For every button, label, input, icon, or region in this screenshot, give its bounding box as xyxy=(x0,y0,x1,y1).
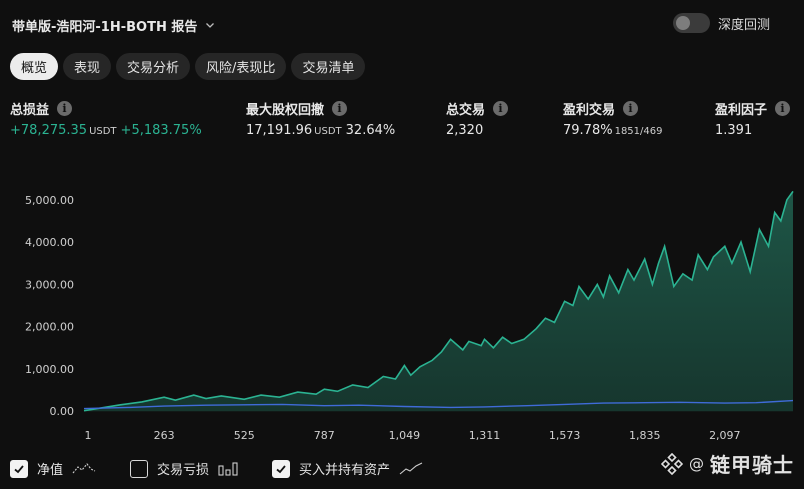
bar-chart-icon xyxy=(218,461,238,476)
metric-max-drawdown: 最大股权回撤 i 17,191.96 USDT 32.64% xyxy=(246,99,395,138)
check-icon xyxy=(276,464,286,473)
x-tick-label: 2,097 xyxy=(709,429,741,442)
deep-backtest-label: 深度回测 xyxy=(717,17,770,33)
report-header: 带单版-浩阳河-1H-BOTH 报告 深度回测 xyxy=(12,13,792,37)
metric-value: 2,320 xyxy=(446,123,484,138)
info-icon[interactable]: i xyxy=(493,100,509,116)
legend-label: 交易亏损 xyxy=(157,463,210,478)
legend-net-value[interactable]: 净值 xyxy=(10,459,96,478)
legend-trade-pnl[interactable]: 交易亏损 xyxy=(130,459,238,478)
x-tick-label: 263 xyxy=(154,429,175,442)
deep-backtest-toggle-group: 深度回测 xyxy=(672,13,770,33)
watermark: @ 链甲骑士 xyxy=(661,449,794,478)
at-symbol: @ xyxy=(689,454,704,473)
equity-chart[interactable]: 0.00 1,000.00 2,000.00 3,000.00 4,000.00 5,00… xyxy=(0,160,804,445)
trend-line-icon xyxy=(399,462,423,474)
info-icon[interactable]: i xyxy=(775,100,791,116)
x-tick-label: 1 xyxy=(85,429,92,442)
tab-overview[interactable]: 概览 xyxy=(10,53,59,80)
legend-buy-hold[interactable]: 买入并持有资产 xyxy=(272,459,423,478)
metric-value: 17,191.96 xyxy=(246,123,313,138)
metric-value: 1.391 xyxy=(715,123,753,138)
x-tick-label: 1,311 xyxy=(469,429,501,442)
metric-percent: 32.64% xyxy=(345,123,396,138)
metric-total-pnl: 总损益 i +78,275.35 USDT +5,183.75% xyxy=(10,99,202,138)
y-tick-label: 4,000.00 xyxy=(25,236,74,249)
metric-win-trades: 盈利交易 i 79.78% 1851/469 xyxy=(563,99,662,138)
x-tick-label: 1,049 xyxy=(389,429,421,442)
metric-profit-factor: 盈利因子 i 1.391 xyxy=(715,99,791,138)
y-axis: 0.00 1,000.00 2,000.00 3,000.00 4,000.00 5,00… xyxy=(25,194,74,418)
info-icon[interactable]: i xyxy=(623,100,639,116)
metric-value: +78,275.35 xyxy=(10,123,88,138)
metric-unit: USDT xyxy=(314,126,342,137)
line-chart-icon xyxy=(72,462,96,473)
metric-total-trades: 总交易 i 2,320 xyxy=(446,99,509,138)
x-tick-label: 1,835 xyxy=(629,429,661,442)
tab-trade-analysis[interactable]: 交易分析 xyxy=(116,53,191,80)
chart-legend: 净值 交易亏损 买入并持有资产 xyxy=(10,459,457,478)
info-icon[interactable]: i xyxy=(57,100,73,116)
watermark-text: 链甲骑士 xyxy=(710,453,794,477)
metrics-row: 总损益 i +78,275.35 USDT +5,183.75% 最大股权回撤 i 17… xyxy=(0,99,804,143)
legend-label: 买入并持有资产 xyxy=(299,463,391,478)
metric-label: 盈利交易 xyxy=(563,102,616,118)
metric-label: 总交易 xyxy=(446,102,486,118)
checkbox[interactable] xyxy=(10,459,28,478)
tab-risk-ratio[interactable]: 风险/表现比 xyxy=(195,53,287,80)
y-tick-label: 1,000.00 xyxy=(25,363,74,376)
checkbox[interactable] xyxy=(130,459,149,478)
check-icon xyxy=(14,464,24,473)
y-tick-label: 0.00 xyxy=(50,405,75,418)
y-tick-label: 5,000.00 xyxy=(25,194,74,207)
metric-percent: +5,183.75% xyxy=(120,123,202,138)
info-icon[interactable]: i xyxy=(332,100,348,116)
report-tabs: 概览 表现 交易分析 风险/表现比 交易清单 xyxy=(10,53,366,80)
report-title[interactable]: 带单版-浩阳河-1H-BOTH 报告 xyxy=(12,19,198,35)
tab-trade-list[interactable]: 交易清单 xyxy=(291,53,366,80)
x-tick-label: 525 xyxy=(234,429,255,442)
metric-label: 盈利因子 xyxy=(715,102,768,118)
metric-ratio: 1851/469 xyxy=(614,126,663,137)
x-tick-label: 1,573 xyxy=(549,429,581,442)
metric-label: 总损益 xyxy=(10,102,50,118)
x-axis: 1 263 525 787 1,049 1,311 1,573 1,835 2,097 xyxy=(85,429,741,442)
metric-value: 79.78% xyxy=(563,123,613,138)
equity-area xyxy=(84,191,793,412)
y-tick-label: 2,000.00 xyxy=(25,321,74,334)
buy-hold-line xyxy=(83,399,794,410)
binance-logo-icon xyxy=(661,452,683,475)
metric-unit: USDT xyxy=(89,126,117,137)
deep-backtest-toggle[interactable] xyxy=(672,13,710,33)
tab-performance[interactable]: 表现 xyxy=(63,53,112,80)
x-tick-label: 787 xyxy=(314,429,335,442)
y-tick-label: 3,000.00 xyxy=(25,278,74,291)
legend-label: 净值 xyxy=(37,463,64,478)
checkbox[interactable] xyxy=(272,459,291,478)
equity-line xyxy=(83,190,794,412)
chevron-down-icon[interactable] xyxy=(205,20,215,30)
metric-label: 最大股权回撤 xyxy=(246,102,325,118)
